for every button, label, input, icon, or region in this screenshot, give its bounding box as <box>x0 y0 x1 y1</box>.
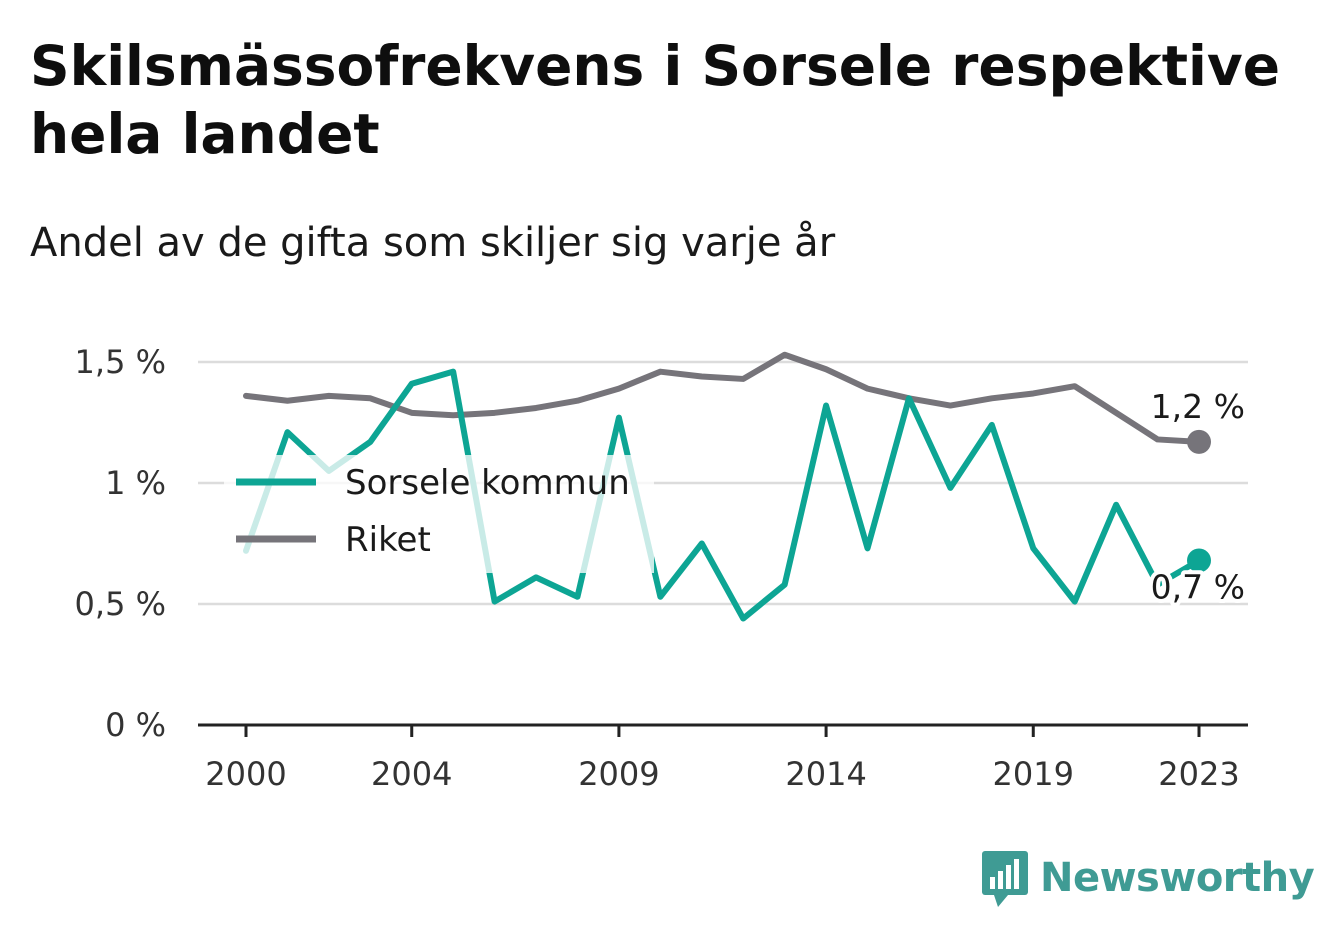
chart-subtitle: Andel av de gifta som skiljer sig varje … <box>30 220 836 266</box>
y-tick-label: 1 % <box>105 464 166 502</box>
end-point <box>1187 429 1211 454</box>
series-line-sorsele <box>243 368 1202 622</box>
legend-label: Riket <box>345 520 431 560</box>
end-value-label: 1,2 % <box>1151 387 1245 426</box>
y-tick-label: 0,5 % <box>75 585 166 623</box>
y-tick-label: 1,5 % <box>75 343 166 381</box>
x-tick-label: 2004 <box>371 755 452 793</box>
x-axis-ticks: 2000 2004 2009 2014 2019 2023 <box>205 725 1240 793</box>
x-tick-label: 2023 <box>1158 755 1239 793</box>
newsworthy-logo-icon <box>982 851 1028 907</box>
end-labels: 0,7 % 1,2 % <box>1147 383 1249 611</box>
x-tick-label: 2000 <box>205 755 286 793</box>
legend: Sorsele kommun Riket <box>224 455 654 573</box>
brand-logo: Newsworthy <box>980 848 1315 908</box>
x-tick-label: 2019 <box>993 755 1074 793</box>
end-value-label: 0,7 % <box>1151 567 1245 606</box>
legend-background <box>224 455 654 573</box>
legend-label: Sorsele kommun <box>345 463 630 503</box>
chart-title: Skilsmässofrekvens i Sorsele respektive … <box>30 34 1281 166</box>
x-tick-label: 2014 <box>785 755 866 793</box>
x-tick-label: 2009 <box>578 755 659 793</box>
series-line-riket <box>243 351 1202 445</box>
end-point <box>1187 548 1211 573</box>
y-tick-label: 0 % <box>105 706 166 744</box>
series-lines <box>243 351 1202 622</box>
brand-name: Newsworthy <box>1040 855 1315 901</box>
y-axis-ticks: 0 % 0,5 % 1 % 1,5 % <box>75 343 166 744</box>
